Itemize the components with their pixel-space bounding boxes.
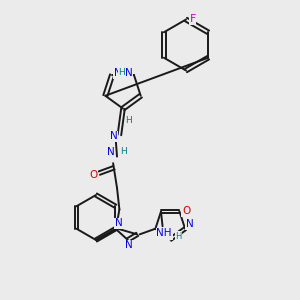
Text: F: F bbox=[189, 14, 196, 25]
Text: H: H bbox=[175, 232, 181, 241]
Text: N: N bbox=[110, 131, 118, 141]
Text: H: H bbox=[120, 147, 127, 156]
Text: H: H bbox=[118, 68, 125, 77]
Text: N: N bbox=[115, 218, 123, 228]
Text: NH: NH bbox=[156, 228, 172, 238]
Text: N: N bbox=[124, 240, 132, 250]
Text: N: N bbox=[114, 68, 121, 79]
Text: O: O bbox=[182, 206, 190, 216]
Text: N: N bbox=[186, 220, 194, 230]
Text: O: O bbox=[89, 169, 98, 180]
Text: N: N bbox=[165, 229, 172, 239]
Text: N: N bbox=[107, 146, 115, 157]
Text: N: N bbox=[125, 68, 132, 78]
Text: H: H bbox=[125, 116, 132, 125]
